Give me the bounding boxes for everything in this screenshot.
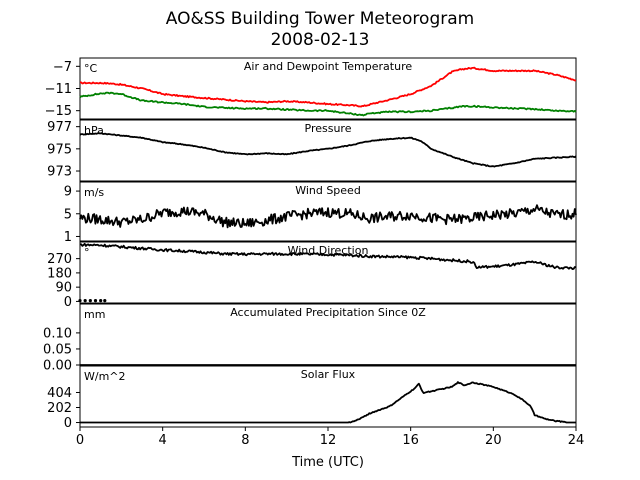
unit-label-wind_direction: ° [84, 246, 90, 259]
y-tick-label: 0 [64, 416, 72, 431]
panel-title-precipitation: Accumulated Precipitation Since 0Z [230, 306, 426, 319]
unit-label-solar: W/m^2 [84, 370, 126, 383]
panel-precipitation: 0.100.05 0.00 mm Accumulated Precipitation … [43, 303, 577, 374]
panel-temperature: −7 −11 −15 °C Air and Dewpoint Temperature [45, 57, 577, 120]
x-tick-label: 20 [485, 433, 502, 448]
y-tick-label: −7 [53, 60, 72, 75]
unit-label-wind_speed: m/s [84, 186, 104, 199]
x-tick-label: 12 [320, 433, 337, 448]
series-line-wind_speed-0 [79, 204, 577, 229]
series-line-temperature-1 [79, 91, 577, 117]
unit-label-temperature: °C [84, 62, 98, 75]
panel-wind_speed: 9 5 1 m/s Wind Speed [64, 181, 577, 245]
panel-title-temperature: Air and Dewpoint Temperature [244, 60, 412, 73]
figure-title: AO&SS Building Tower Meteorogram [166, 9, 474, 29]
scatter-point [93, 299, 98, 303]
y-tick-label: 0.10 [43, 326, 72, 341]
unit-label-precipitation: mm [84, 308, 105, 321]
y-tick-label: 973 [47, 165, 72, 180]
scatter-point [88, 299, 92, 303]
panel-title-solar: Solar Flux [301, 368, 356, 381]
y-tick-label: 180 [47, 266, 72, 281]
scatter-point [83, 299, 87, 303]
y-tick-label: 977 [47, 120, 72, 135]
unit-label-pressure: hPa [84, 124, 104, 137]
x-tick-label: 8 [241, 433, 249, 448]
panels: −7 −11 −15 °C Air and Dewpoint Temperature 97… [43, 57, 577, 431]
y-tick-label: 0 [64, 295, 72, 310]
y-tick-label: 0.05 [43, 342, 72, 357]
y-tick-label: 90 [55, 281, 72, 296]
y-tick-label: 9 [64, 185, 72, 200]
panel-title-wind_speed: Wind Speed [295, 184, 361, 197]
y-tick-label: 0.00 [43, 359, 72, 374]
y-tick-label: −11 [45, 82, 72, 97]
y-tick-label: 975 [47, 142, 72, 157]
series-line-wind_direction-0 [79, 242, 577, 271]
y-tick-label: 202 [47, 401, 72, 416]
panel-frame-pressure [79, 119, 577, 182]
y-tick-label: 404 [47, 386, 72, 401]
x-axis: 0 4 8 12 16 20 24 [76, 427, 584, 448]
figure-subtitle: 2008-02-13 [271, 30, 370, 50]
x-tick-label: 16 [402, 433, 419, 448]
x-tick-label: 0 [76, 433, 84, 448]
series-line-pressure-0 [79, 132, 577, 168]
y-tick-label: 1 [64, 230, 72, 245]
y-tick-label: −15 [45, 104, 72, 119]
scatter-point [103, 299, 107, 303]
series-line-temperature-0 [80, 66, 577, 108]
y-tick-label: 270 [47, 252, 72, 267]
x-axis-label: Time (UTC) [291, 455, 364, 470]
panel-pressure: 977 975 973 hPa Pressure [47, 119, 577, 182]
y-tick-label: 5 [64, 207, 72, 222]
scatter-point [78, 299, 82, 303]
panel-title-pressure: Pressure [305, 122, 352, 135]
series-line-solar-0 [80, 381, 576, 424]
scatter-point [99, 299, 103, 303]
x-tick-label: 4 [159, 433, 167, 448]
x-tick-label: 24 [568, 433, 585, 448]
